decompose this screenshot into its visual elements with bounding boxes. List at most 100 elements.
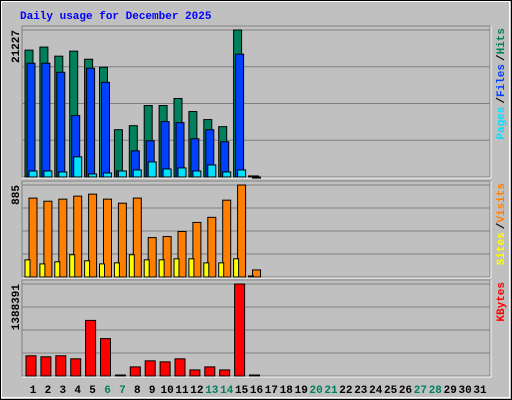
legend-entry: Pages [496, 107, 508, 140]
x-tick-label: 3 [59, 385, 66, 397]
bar [132, 197, 142, 278]
bar [28, 197, 38, 278]
bar [113, 129, 123, 178]
bar [174, 358, 186, 377]
bar [39, 263, 46, 278]
bar [28, 170, 38, 178]
bar [103, 198, 112, 278]
bar [113, 262, 120, 278]
legend-entry: Files [496, 64, 508, 97]
chart-title: Daily usage for December 2025 [20, 11, 212, 23]
bar [25, 355, 37, 377]
bar [103, 172, 112, 178]
bar [218, 262, 225, 278]
bar [162, 236, 172, 278]
legend-entry: Hits [496, 28, 508, 54]
bar [40, 356, 52, 377]
plot-area [21, 180, 491, 278]
bar [252, 269, 261, 278]
bar [99, 263, 105, 278]
bar [26, 62, 36, 178]
bar [162, 168, 172, 178]
bar [203, 262, 210, 278]
bar [207, 164, 217, 178]
bar [192, 221, 202, 278]
bar [86, 67, 96, 178]
bar [173, 258, 180, 278]
legend-separator: / [496, 97, 508, 104]
bar [207, 216, 217, 278]
bar [222, 171, 232, 178]
bar [84, 260, 91, 278]
bar [177, 167, 187, 178]
bar [101, 81, 110, 178]
bar [56, 71, 66, 178]
bar [69, 254, 76, 278]
bar [237, 169, 247, 178]
bar [249, 374, 260, 377]
y-tick-label: 21227 [11, 30, 23, 63]
bar [117, 202, 127, 278]
bar [70, 358, 82, 377]
bar [73, 195, 83, 278]
bar [58, 198, 68, 278]
bar [252, 176, 261, 179]
x-tick-label: 13 [205, 385, 219, 397]
bar [43, 200, 53, 278]
x-tick-label: 9 [149, 385, 156, 397]
bar [54, 261, 61, 278]
bar [234, 283, 246, 377]
x-tick-label: 31 [473, 385, 487, 397]
bar [158, 259, 165, 278]
legend: Pages/Files/Hits [496, 28, 508, 140]
bar [73, 156, 83, 178]
x-tick-label: 23 [354, 385, 368, 397]
x-tick-label: 30 [458, 385, 471, 397]
x-tick-label: 11 [175, 385, 189, 397]
legend-entry: Visits [496, 183, 508, 223]
bar [189, 369, 201, 377]
x-tick-label: 28 [429, 385, 443, 397]
x-tick-label: 19 [295, 385, 308, 397]
bar [147, 161, 157, 178]
bar [188, 258, 195, 278]
legend-entry: KBytes [496, 282, 508, 322]
bar [128, 254, 135, 278]
x-tick-label: 14 [220, 385, 234, 397]
y-tick-label: 885 [11, 185, 23, 205]
bar [159, 361, 171, 377]
bar [222, 199, 232, 278]
x-tick-label: 5 [89, 385, 96, 397]
bar [248, 275, 254, 278]
bar [88, 193, 98, 278]
bar [144, 360, 156, 377]
x-tick-label: 29 [444, 385, 457, 397]
bar [55, 355, 67, 377]
x-tick-label: 26 [399, 385, 412, 397]
x-tick-label: 6 [104, 385, 111, 397]
bar [204, 366, 216, 377]
bar [24, 259, 31, 278]
x-tick-label: 12 [190, 385, 203, 397]
bar [177, 230, 187, 278]
x-tick-label: 7 [119, 385, 126, 397]
x-tick-label: 24 [369, 385, 383, 397]
bar [219, 369, 231, 377]
x-tick-label: 4 [74, 385, 81, 397]
x-tick-label: 27 [414, 385, 427, 397]
legend-separator: / [496, 54, 508, 61]
bar [129, 366, 141, 377]
bar [85, 319, 97, 377]
bar [43, 170, 53, 178]
legend-separator: / [496, 222, 508, 229]
bar [88, 173, 98, 178]
legend: Sites /Visits [496, 183, 508, 265]
x-tick-label: 2 [45, 385, 52, 397]
x-tick-label: 17 [265, 385, 278, 397]
x-tick-label: 16 [250, 385, 263, 397]
bar [237, 184, 247, 278]
bar [233, 258, 240, 278]
bar [117, 170, 127, 178]
bar [147, 237, 157, 278]
x-tick-label: 21 [324, 385, 338, 397]
